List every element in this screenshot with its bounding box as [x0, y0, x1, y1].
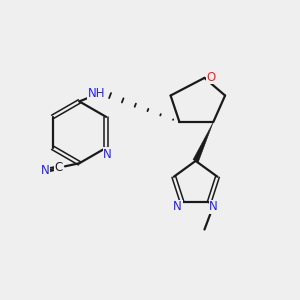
Text: C: C — [55, 161, 63, 174]
Text: O: O — [206, 71, 216, 84]
Text: NH: NH — [88, 87, 106, 100]
Text: N: N — [173, 200, 182, 213]
Text: N: N — [103, 148, 112, 161]
Text: N: N — [41, 164, 50, 177]
Polygon shape — [193, 122, 213, 162]
Text: N: N — [209, 200, 218, 213]
